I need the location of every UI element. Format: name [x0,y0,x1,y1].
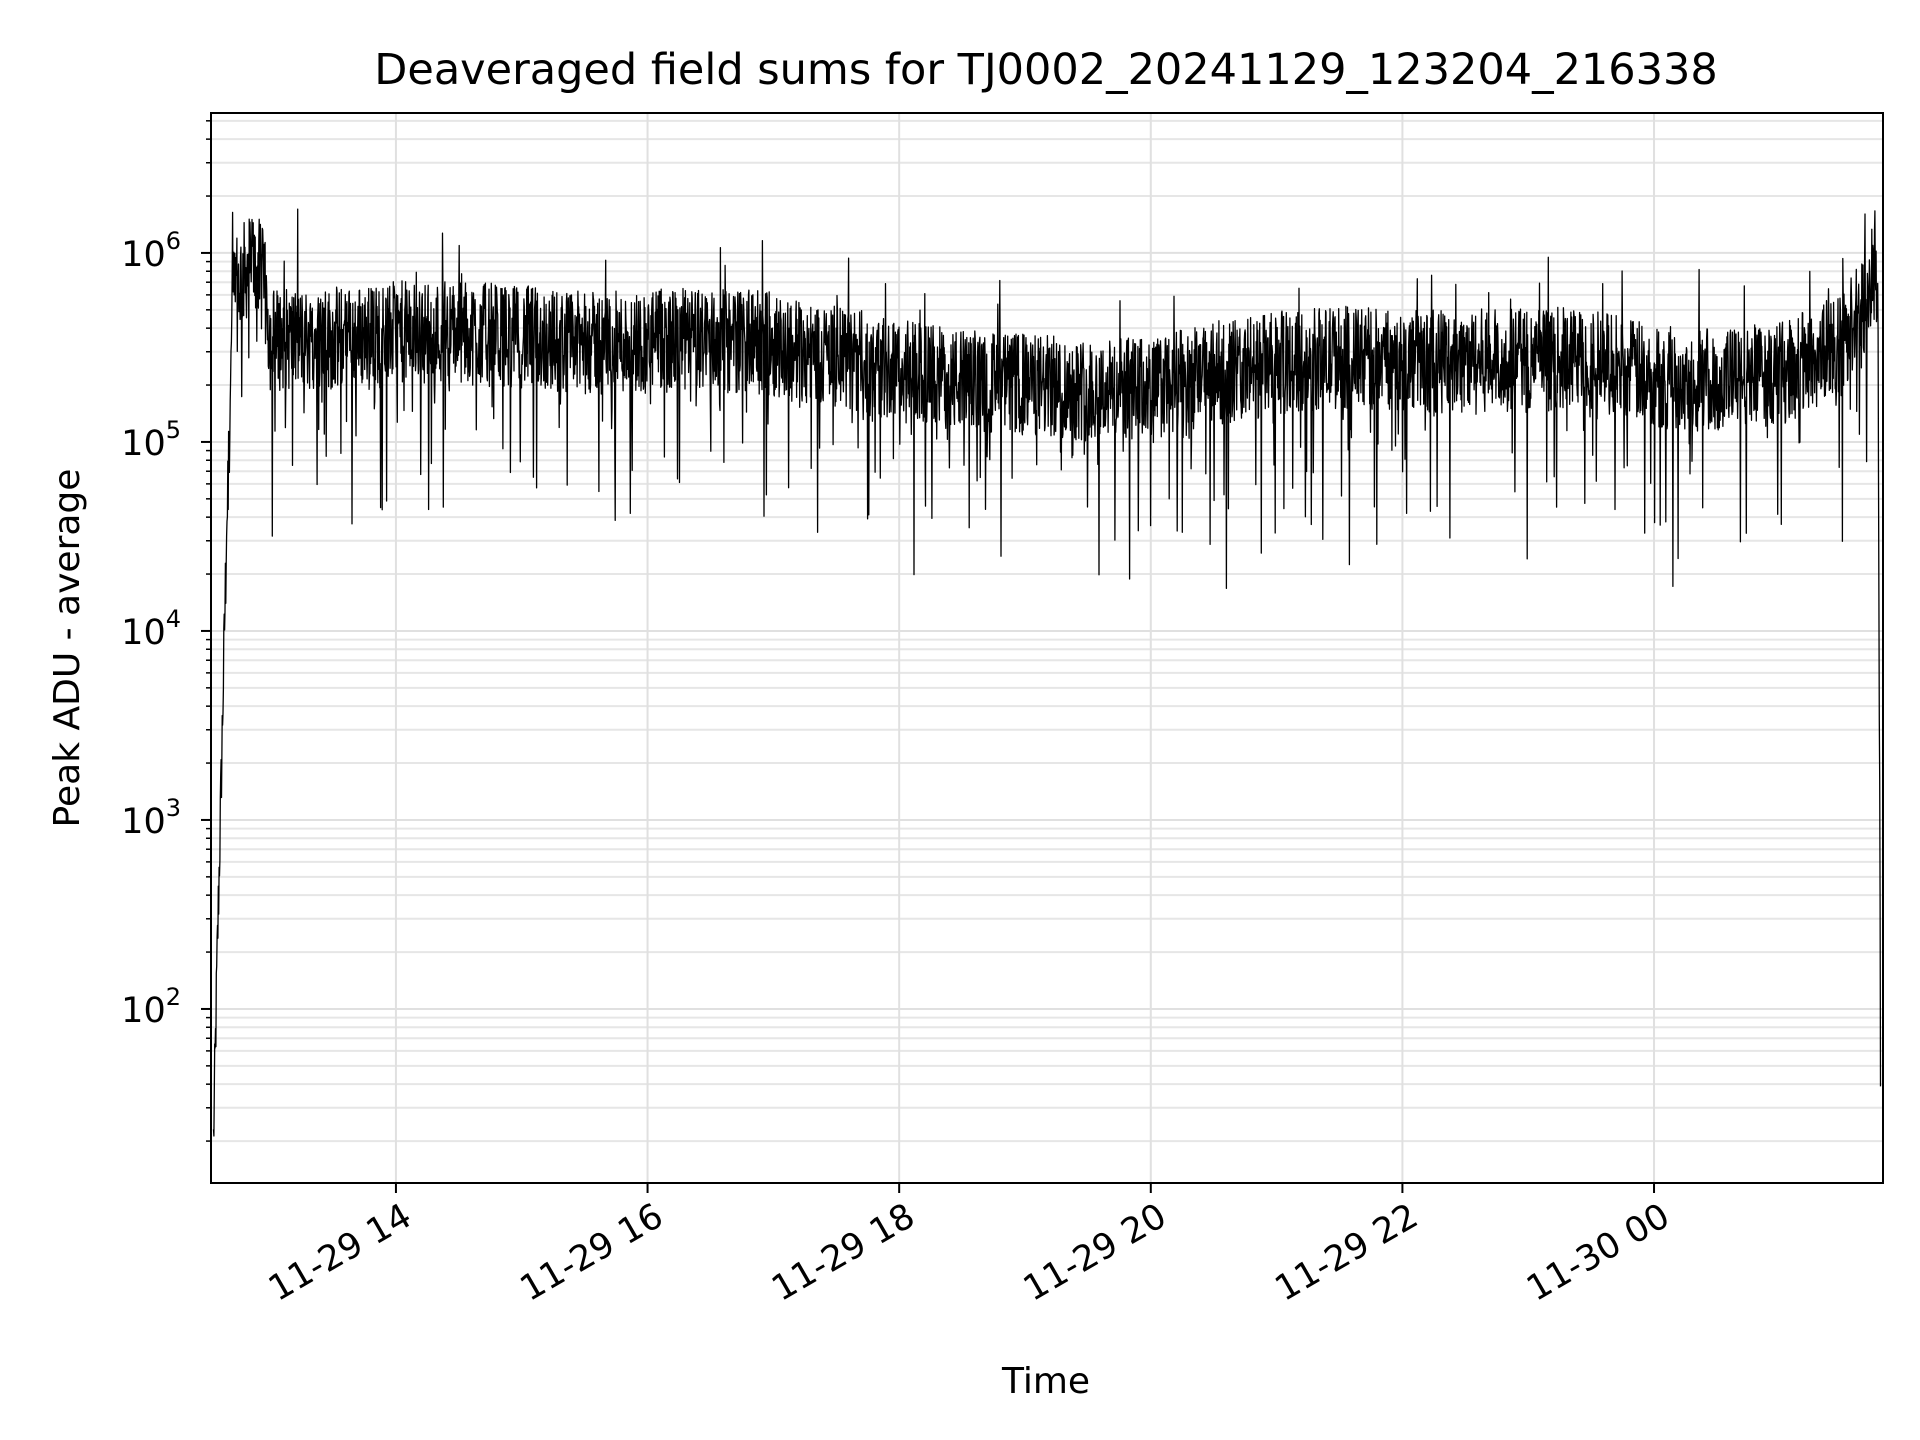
y-tick-label: 104 [121,605,181,653]
y-tick-label: 106 [121,227,181,275]
plot-frame [210,112,1884,1184]
series-line [212,208,1882,1137]
y-tick-label: 105 [121,416,181,464]
y-axis: 102 103 104 105 106 [121,120,211,1142]
y-axis-label: Peak ADU - average [47,469,88,828]
x-axis-label: Time [1001,1361,1090,1402]
chart-title: Deaveraged field sums for TJ0002_2024112… [374,45,1717,95]
y-tick-label: 102 [121,983,181,1031]
grid [211,113,1883,1183]
y-tick-label: 103 [121,794,181,842]
data-layer [212,208,1882,1137]
